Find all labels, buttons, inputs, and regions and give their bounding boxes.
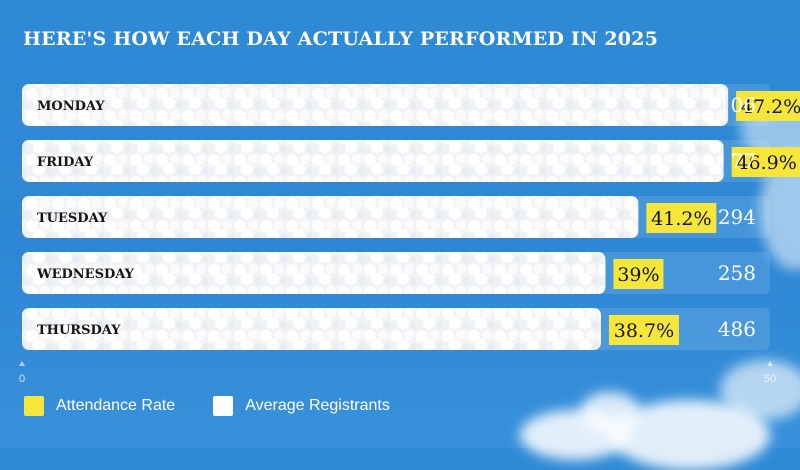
category-label: WEDNESDAY [36, 267, 135, 282]
attendance-bar [22, 308, 601, 350]
attendance-rate-label: 38.7% [614, 320, 674, 342]
attendance-rate-label: 39% [617, 264, 659, 286]
bar-row: TUESDAY 41.2% 294 [22, 196, 770, 238]
bar-row: THURSDAY 38.7% 486 [22, 308, 770, 350]
attendance-rate-label: 41.2% [651, 208, 711, 230]
axis-tick-label: 50 [764, 373, 776, 385]
registrants-label: 258 [718, 261, 756, 285]
axis-tick-label: 0 [19, 373, 25, 385]
bar-row: FRIDAY 46.9%77 [22, 140, 800, 182]
attendance-rate-box [736, 91, 800, 121]
attendance-rate-label: 46.9% [736, 152, 796, 174]
legend-item-attendance: Attendance Rate [24, 396, 175, 416]
attendance-rate-label: 47.2% [741, 96, 800, 118]
bar-row: WEDNESDAY 39% 258 [22, 252, 770, 294]
category-label: MONDAY [37, 99, 105, 114]
registrants-label: 486 [718, 317, 756, 341]
category-label: TUESDAY [37, 211, 108, 226]
axis-tick-mark [767, 361, 773, 366]
attendance-rate-box [613, 259, 664, 289]
chart-title: HERE'S HOW EACH DAY ACTUALLY PERFORMED I… [23, 28, 659, 50]
legend: Attendance Rate Average Registrants [24, 396, 428, 416]
legend-swatch-registrants [213, 396, 234, 416]
attendance-bar [22, 252, 606, 294]
attendance-rate-box [608, 315, 679, 345]
category-label: THURSDAY [37, 323, 121, 338]
bar-row: MONDAY 47.2%106 [22, 84, 800, 126]
bar-chart: MONDAY 47.2%106 FRIDAY 46.9%77 TUESDAY 41.2% 2… [19, 84, 800, 385]
legend-item-registrants: Average Registrants [213, 396, 390, 416]
attendance-bar [22, 84, 729, 126]
axis-tick-mark [19, 361, 25, 366]
registrants-label: 294 [718, 205, 756, 229]
category-label: FRIDAY [37, 155, 94, 170]
attendance-rate-box [731, 147, 800, 177]
legend-label-attendance: Attendance Rate [56, 397, 176, 414]
registrants-label: 77 [731, 149, 756, 173]
legend-label-registrants: Average Registrants [245, 397, 390, 414]
attendance-bar [22, 196, 639, 238]
attendance-bar [22, 140, 724, 182]
registrants-label: 106 [718, 93, 756, 117]
legend-swatch-attendance [24, 396, 44, 416]
attendance-rate-box [646, 203, 717, 233]
